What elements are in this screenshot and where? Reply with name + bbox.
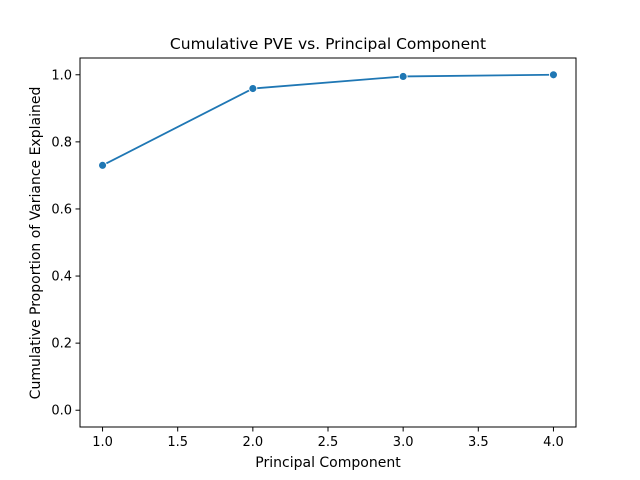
data-point — [248, 84, 258, 93]
y-tick-label: 0.4 — [51, 270, 72, 285]
series-line — [101, 73, 555, 167]
data-point — [398, 71, 408, 81]
y-axis-ticks: 0.0 0.2 0.4 0.6 0.8 1.0 — [51, 68, 80, 419]
x-tick-label: 1.5 — [167, 435, 188, 450]
y-tick-label: 0.6 — [51, 202, 72, 217]
data-point — [549, 70, 558, 80]
x-tick-label: 2.0 — [243, 435, 264, 450]
y-tick-label: 0.2 — [51, 337, 72, 352]
x-tick-label: 4.0 — [543, 435, 564, 450]
x-tick-label: 2.5 — [318, 435, 339, 450]
chart-title: Cumulative PVE vs. Principal Component — [170, 35, 486, 53]
x-tick-label: 3.5 — [468, 435, 489, 450]
y-tick-label: 0.0 — [51, 404, 72, 419]
x-axis-label: Principal Component — [255, 455, 401, 471]
y-axis-label: Cumulative Proportion of Variance Explai… — [28, 87, 44, 400]
y-tick-label: 0.8 — [51, 135, 72, 150]
x-tick-label: 1.0 — [92, 435, 113, 450]
y-tick-label: 1.0 — [51, 68, 72, 83]
series-group — [98, 70, 558, 170]
x-axis-ticks: 1.0 1.5 2.0 2.5 3.0 3.5 4.0 — [92, 427, 564, 450]
plot-area-frame — [79, 57, 577, 428]
x-tick-label: 3.0 — [393, 435, 414, 450]
data-point — [98, 160, 107, 170]
